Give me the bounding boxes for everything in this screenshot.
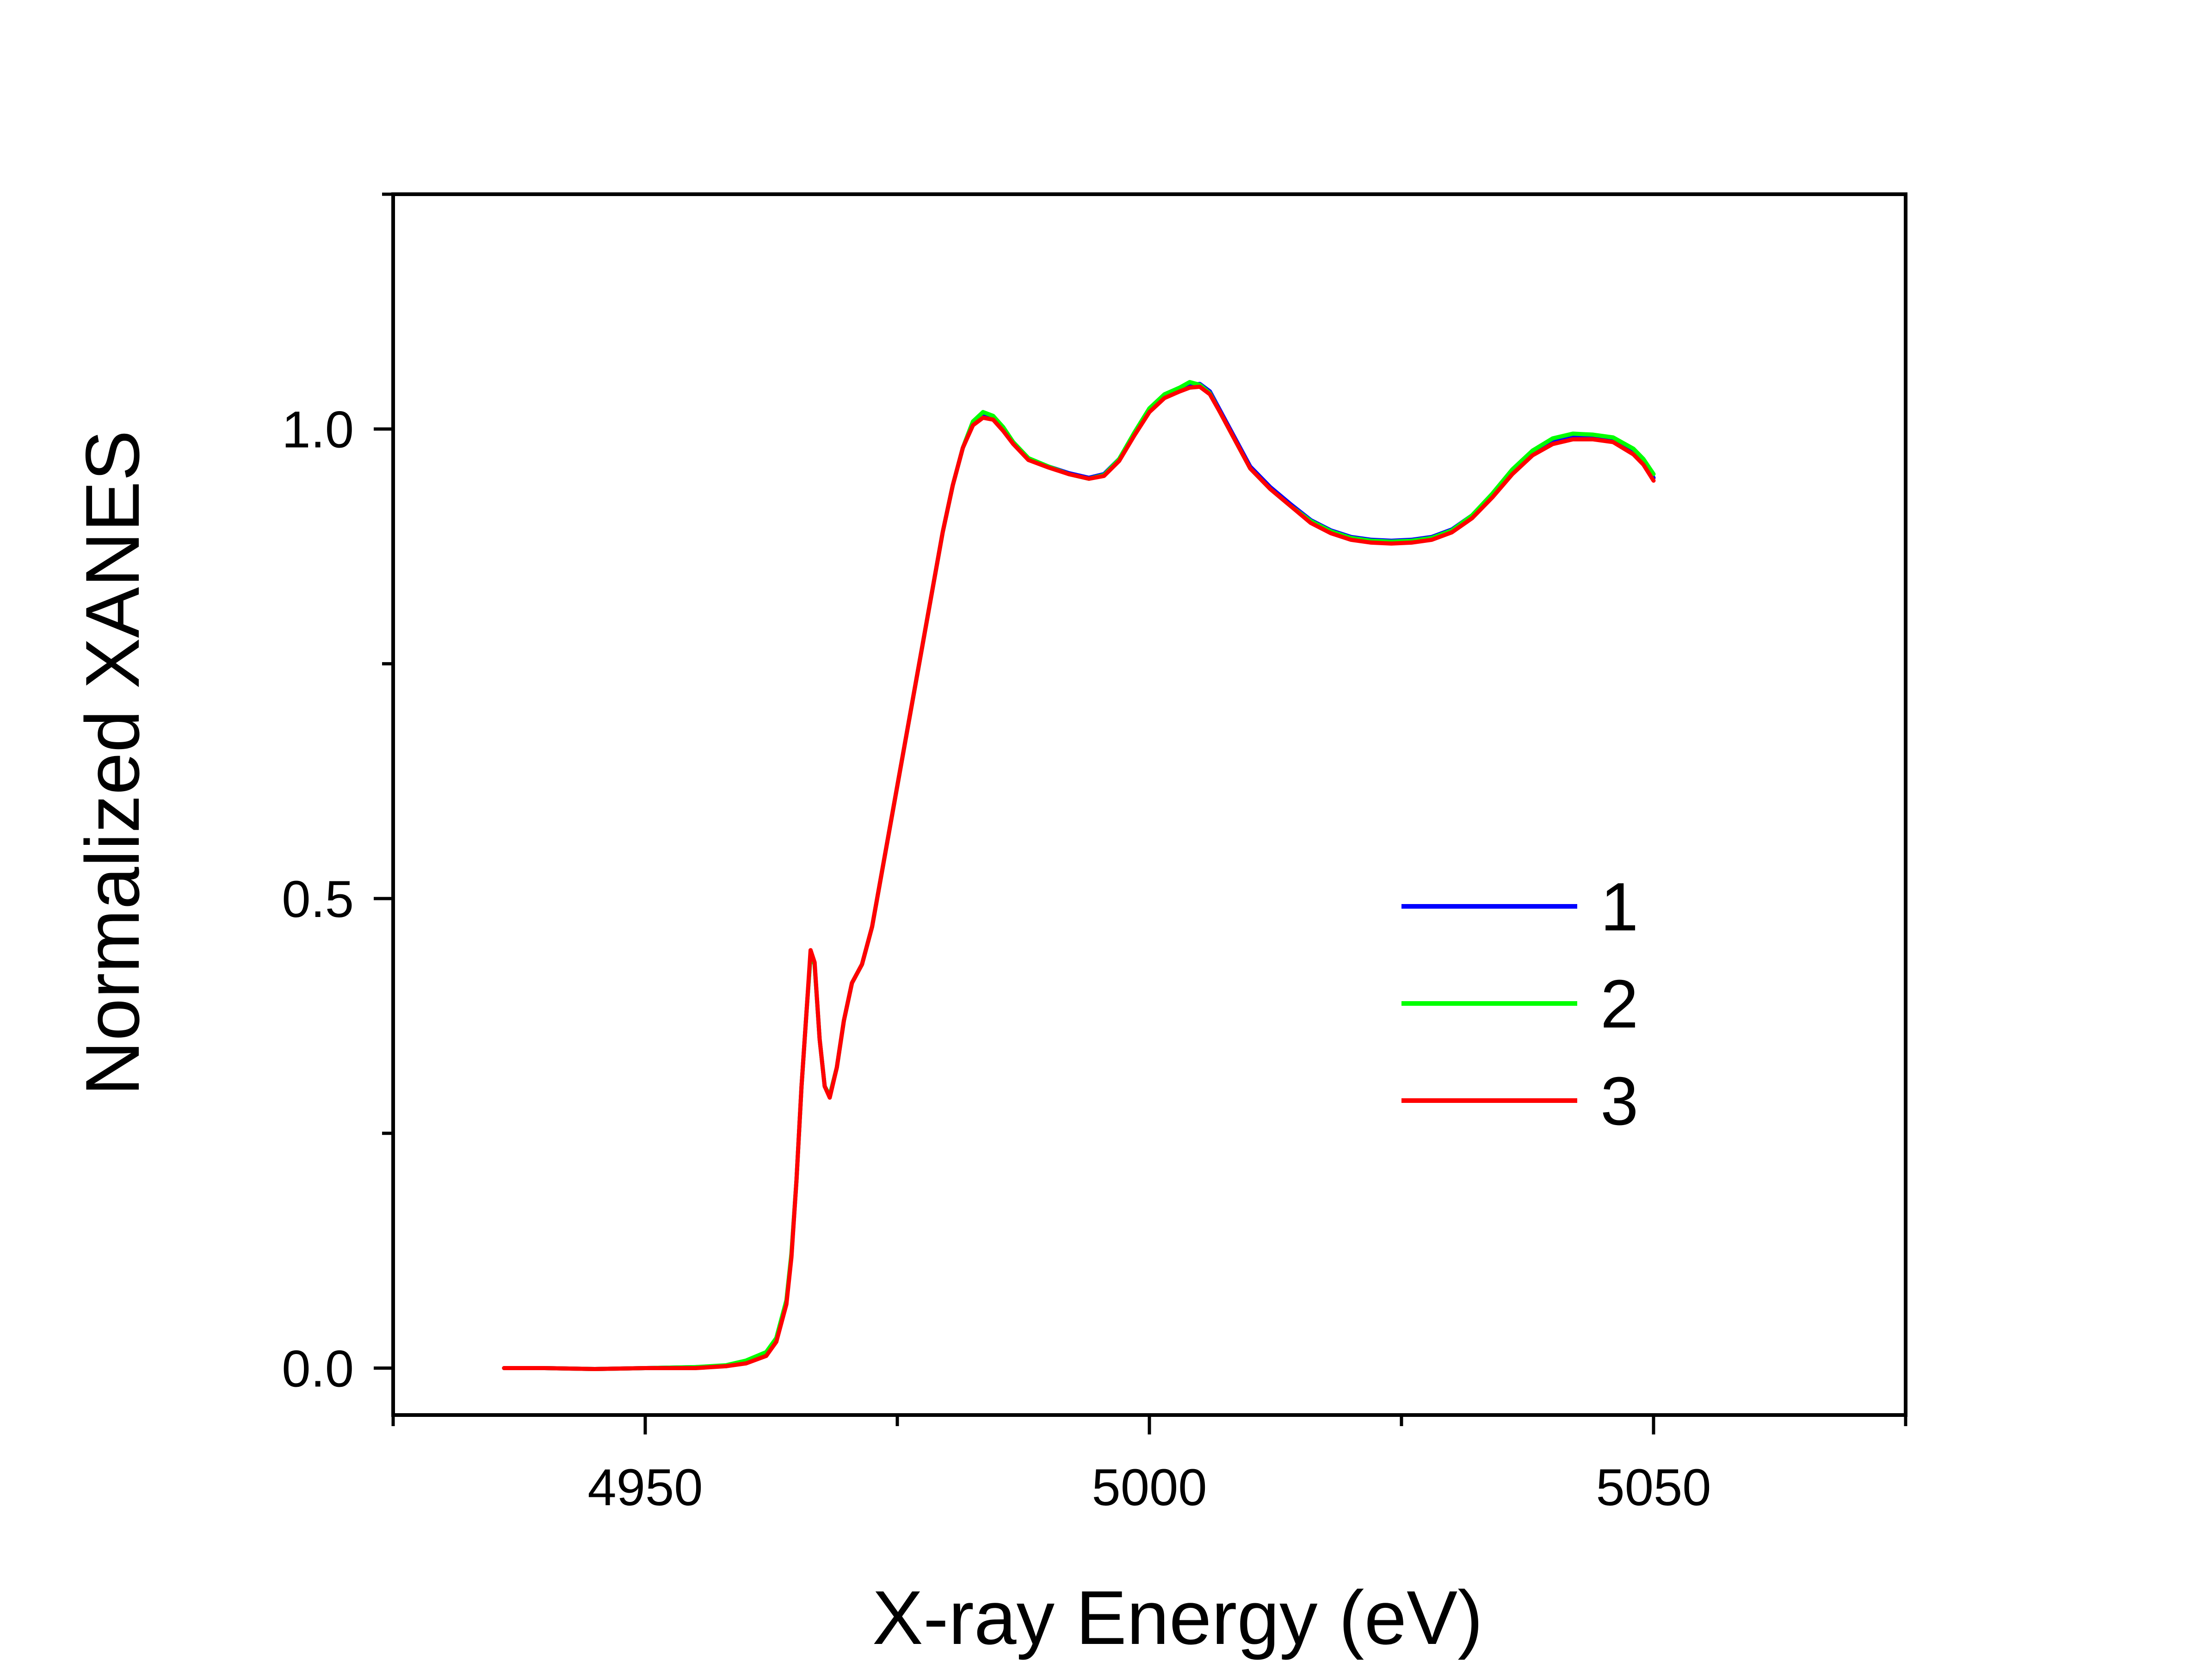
x-tick-label: 5000 [1092, 1458, 1207, 1516]
series-layer [502, 380, 1656, 1371]
y-axis-title: Normalized XANES [70, 430, 155, 1096]
legend-label-3: 3 [1600, 1063, 1638, 1139]
y-tick-label: 0.0 [282, 1340, 354, 1397]
y-tick-label: 1.0 [282, 401, 354, 459]
legend-label-2: 2 [1600, 966, 1638, 1042]
legend: 1 2 3 [1401, 869, 1638, 1139]
x-tick-label: 4950 [587, 1458, 703, 1516]
y-tick-label: 0.5 [282, 870, 354, 928]
x-axis-title: X-ray Energy (eV) [872, 1575, 1483, 1660]
series-3-line [502, 384, 1656, 1371]
legend-label-1: 1 [1600, 869, 1638, 945]
x-tick-label: 5050 [1596, 1458, 1711, 1516]
tick-layer: 4950 5000 5050 0.0 0.5 1.0 [282, 192, 1907, 1516]
